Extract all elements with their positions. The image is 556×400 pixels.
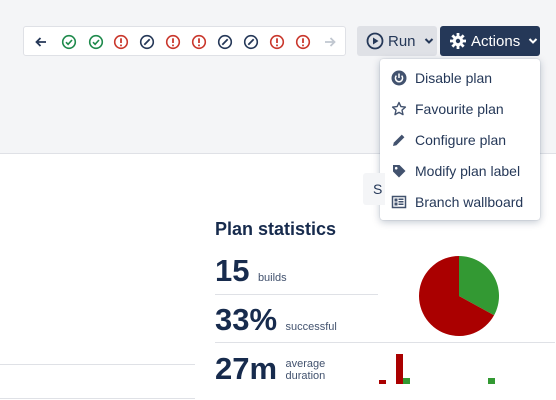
tag-icon — [393, 164, 406, 177]
success-rate-pie-chart — [419, 256, 499, 336]
exclamation-circle-icon[interactable] — [191, 34, 207, 50]
cancelled-circle-icon[interactable] — [139, 34, 155, 50]
check-circle-icon[interactable] — [88, 34, 104, 50]
exclamation-circle-icon[interactable] — [113, 34, 129, 50]
bar — [488, 378, 495, 384]
duration-unit: average duration — [286, 358, 326, 382]
stat-average-duration: 27m average duration — [215, 351, 378, 387]
duration-unit-line2: duration — [285, 370, 326, 382]
bar — [396, 354, 403, 384]
star-icon — [391, 101, 407, 115]
play-circle-icon — [366, 32, 384, 50]
duration-unit-line1: average — [285, 358, 326, 370]
wallboard-icon — [391, 195, 407, 208]
actions-dropdown-menu: Disable plan Favourite plan Configure pl… — [380, 59, 540, 220]
menu-item-label: Disable plan — [415, 69, 493, 86]
arrow-right-icon[interactable] — [322, 34, 338, 50]
power-icon — [391, 70, 407, 85]
gear-icon — [450, 33, 466, 49]
menu-item-favourite-plan[interactable]: Favourite plan — [380, 93, 540, 124]
menu-item-branch-wallboard[interactable]: Branch wallboard — [380, 186, 540, 217]
build-history-strip — [23, 26, 346, 56]
stat-builds: 15 builds — [215, 253, 378, 289]
run-button-label: Run — [388, 32, 416, 50]
pie-slice — [419, 256, 495, 336]
menu-item-label: Configure plan — [415, 131, 507, 148]
pencil-icon — [393, 134, 405, 146]
success-rate-value: 33% — [215, 302, 278, 337]
divider — [215, 294, 378, 295]
check-circle-icon[interactable] — [61, 34, 77, 50]
exclamation-circle-icon[interactable] — [269, 34, 285, 50]
builds-unit: builds — [257, 272, 287, 284]
divider — [0, 398, 195, 399]
menu-item-disable-plan[interactable]: Disable plan — [380, 62, 540, 93]
menu-item-modify-plan-label[interactable]: Modify plan label — [380, 155, 540, 186]
menu-item-label: Modify plan label — [415, 162, 521, 179]
cancelled-circle-icon[interactable] — [217, 34, 233, 50]
chevron-down-icon — [424, 38, 433, 44]
partially-hidden-button[interactable]: S — [363, 173, 385, 205]
arrow-left-icon[interactable] — [33, 34, 49, 50]
stat-success-rate: 33% successful — [215, 302, 378, 338]
plan-statistics-title: Plan statistics — [215, 219, 337, 239]
exclamation-circle-icon[interactable] — [295, 34, 311, 50]
actions-button[interactable]: Actions — [440, 26, 540, 56]
divider — [215, 342, 555, 343]
chevron-down-icon — [528, 38, 538, 44]
actions-button-label: Actions — [471, 32, 521, 50]
cancelled-circle-icon[interactable] — [243, 34, 259, 50]
menu-item-configure-plan[interactable]: Configure plan — [380, 124, 540, 155]
exclamation-circle-icon[interactable] — [165, 34, 181, 50]
partially-hidden-button-label: S — [373, 181, 383, 197]
bar — [403, 378, 410, 384]
success-rate-unit: successful — [285, 321, 337, 333]
builds-count: 15 — [215, 253, 250, 288]
menu-item-label: Branch wallboard — [415, 193, 524, 210]
bar — [379, 380, 386, 384]
menu-item-label: Favourite plan — [415, 100, 504, 117]
duration-value: 27m — [215, 351, 278, 386]
build-duration-bar-chart — [379, 354, 495, 384]
divider — [0, 364, 195, 365]
pie-slice — [459, 256, 499, 316]
run-button[interactable]: Run — [357, 26, 437, 56]
